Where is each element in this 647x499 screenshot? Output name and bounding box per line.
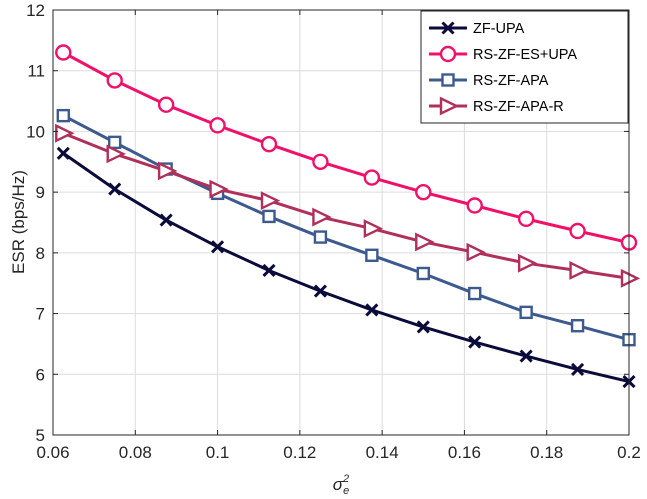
- data-point: [569, 261, 589, 280]
- data-point: [571, 362, 585, 376]
- plot-frame: [52, 9, 630, 436]
- legend: ZF-UPA RS-ZF-ES+UPA RS-ZF-APA RS-ZF-APA-R: [420, 10, 629, 124]
- legend-item: RS-ZF-APA-R: [429, 96, 564, 116]
- data-point: [56, 146, 70, 160]
- series-line: [62, 152, 630, 384]
- y-tick-label: 7: [36, 305, 45, 324]
- data-point: [416, 320, 430, 334]
- data-point: [209, 179, 229, 199]
- series-group: [55, 44, 641, 389]
- data-point: [157, 161, 178, 181]
- y-tick-label: 12: [26, 1, 45, 20]
- data-point: [262, 209, 276, 224]
- data-point: [313, 230, 328, 244]
- data-point: [570, 319, 585, 333]
- data-point: [365, 248, 379, 262]
- legend-marker: [441, 21, 455, 35]
- data-point: [157, 96, 175, 113]
- data-point: [106, 144, 126, 164]
- data-point: [466, 242, 486, 262]
- y-tick-label: 5: [36, 426, 45, 445]
- y-tick-label: 8: [36, 244, 45, 263]
- legend-marker: [439, 96, 460, 116]
- series-zf-upa: [56, 146, 636, 389]
- legend-item: ZF-UPA: [429, 21, 525, 37]
- data-point: [517, 210, 535, 228]
- y-tick-label: 11: [27, 62, 45, 81]
- data-point: [569, 222, 586, 240]
- data-point: [313, 284, 327, 298]
- data-point: [519, 349, 533, 363]
- legend-label: RS-ZF-APA-R: [473, 99, 564, 115]
- y-tick-label: 9: [36, 183, 45, 202]
- data-point: [468, 286, 482, 301]
- x-tick-label: 0.2: [617, 443, 641, 462]
- data-point: [365, 303, 379, 317]
- data-point: [262, 263, 276, 278]
- legend-label: RS-ZF-ES+UPA: [473, 47, 577, 63]
- data-point: [466, 197, 483, 214]
- series-line: [62, 51, 630, 245]
- data-point: [159, 213, 173, 227]
- data-point: [211, 240, 225, 254]
- data-point: [260, 191, 281, 211]
- data-point: [363, 219, 384, 238]
- legend-marker: [439, 45, 457, 63]
- data-point: [55, 123, 75, 143]
- data-point: [108, 135, 122, 150]
- data-point: [106, 72, 123, 89]
- x-axis-label: σ2 e: [333, 473, 350, 497]
- x-tick-label: 0.1: [206, 443, 230, 462]
- data-point: [363, 169, 381, 186]
- series-line: [62, 114, 630, 342]
- data-point: [312, 153, 329, 170]
- legend-marker: [441, 73, 455, 87]
- y-tick-label: 6: [36, 365, 45, 384]
- data-point: [468, 335, 482, 349]
- data-point: [108, 182, 122, 196]
- legend-item: RS-ZF-APA: [429, 73, 549, 89]
- y-tick-label: 10: [26, 122, 45, 141]
- x-tick-label: 0.12: [283, 443, 316, 462]
- x-tick-label: 0.16: [448, 443, 481, 462]
- legend-item: RS-ZF-ES+UPA: [429, 45, 577, 63]
- data-point: [415, 183, 432, 201]
- y-axis-label: ESR (bps/Hz): [9, 170, 28, 274]
- data-point: [56, 108, 70, 123]
- x-tick-label: 0.08: [119, 443, 152, 462]
- data-point: [519, 305, 533, 320]
- legend-label: RS-ZF-APA: [473, 73, 549, 89]
- series-rs-zf-es-upa: [55, 44, 638, 251]
- data-point: [416, 266, 430, 281]
- x-tick-label: 0.06: [36, 443, 69, 462]
- data-point: [260, 135, 278, 153]
- x-tick-label: 0.18: [530, 443, 563, 462]
- series-rs-zf-apa-r: [55, 123, 641, 288]
- data-point: [517, 253, 538, 273]
- data-point: [55, 44, 72, 61]
- data-point: [209, 117, 226, 134]
- y-axis-ticks: 5 6 7 8 9 10 11 12: [26, 1, 629, 445]
- data-point: [620, 268, 641, 288]
- legend-label: ZF-UPA: [473, 21, 525, 37]
- data-point: [415, 232, 435, 252]
- data-point: [312, 207, 332, 227]
- x-axis-ticks: 0.06 0.08 0.1 0.12 0.14 0.16 0.18 0.2: [36, 10, 641, 462]
- x-tick-label: 0.14: [366, 443, 399, 462]
